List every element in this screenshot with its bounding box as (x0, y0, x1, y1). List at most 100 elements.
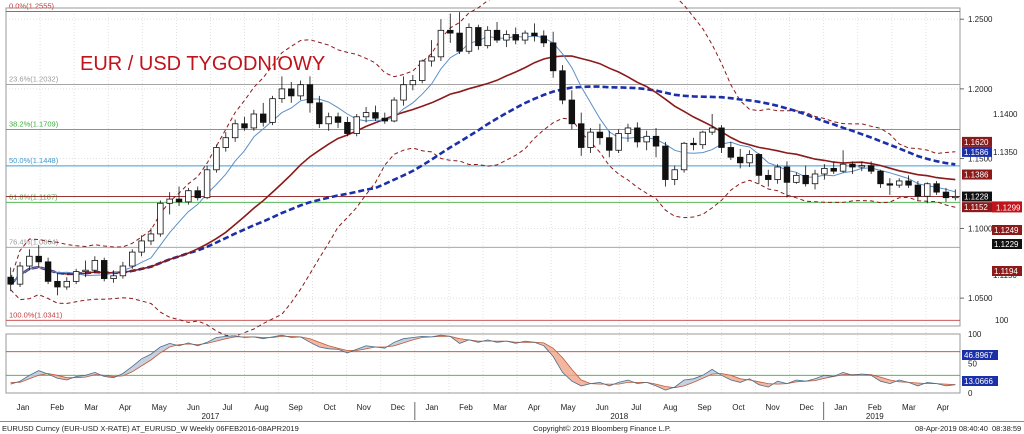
oscillator-fill (132, 358, 142, 372)
footer-copyright: Copyright© 2019 Bloomberg Finance L.P. (533, 424, 671, 433)
oscillator-fill (815, 375, 825, 381)
month-label: Jan (17, 403, 30, 412)
candle-body (877, 170, 884, 185)
oscillator-tag (962, 350, 998, 360)
last-price-tag (992, 201, 1022, 213)
month-label: Apr (119, 403, 132, 412)
candle-body (344, 121, 351, 134)
candle-body (559, 70, 566, 101)
oscillator-fill (581, 380, 591, 386)
candle-body (447, 29, 454, 34)
value-tag-label: 1.1229 (994, 240, 1019, 249)
candle-body (521, 32, 529, 41)
oscillator-tick-label: 50 (968, 360, 977, 369)
price-tick-label: 1.2500 (968, 15, 993, 24)
candle-body (82, 269, 89, 273)
candle-body (811, 173, 819, 185)
value-tag-label: 1.1152 (964, 203, 988, 212)
candle-body (503, 34, 510, 41)
month-label: Feb (868, 403, 882, 412)
candle-body (316, 102, 323, 125)
candle-body (942, 191, 950, 199)
month-label: Sep (697, 403, 712, 412)
candle-body (437, 29, 445, 58)
candle-body (634, 127, 641, 143)
candle-body (185, 190, 192, 203)
candle-body (699, 131, 706, 146)
oscillator-fill (403, 337, 413, 343)
candle-body (578, 123, 585, 148)
candle-body (933, 183, 940, 193)
month-label: Apr (937, 403, 950, 412)
oscillator-tick-label: 100 (968, 330, 982, 339)
candle-body (914, 184, 922, 197)
moving-averages (9, 35, 956, 286)
candle-body (35, 255, 42, 263)
value-tag-label: 1.1386 (964, 171, 989, 180)
candle-body (671, 169, 678, 180)
candle-body (606, 137, 613, 151)
candle-body (166, 198, 173, 204)
candle-body (26, 255, 33, 267)
oscillator-fill (758, 381, 769, 388)
candle-body (849, 163, 856, 168)
candle-body (493, 29, 501, 41)
price-tick-label: 1.1000 (968, 224, 993, 233)
oscillator-frame (5, 333, 961, 394)
value-tag (962, 146, 992, 157)
oscillator-fill (394, 338, 404, 346)
value-tag-label: 1.1249 (994, 226, 1019, 235)
candle-body (540, 35, 547, 44)
overlay-tick-label: 1.1400 (993, 110, 1018, 119)
candle-body (512, 34, 519, 41)
ma-medium-line (10, 55, 956, 285)
value-tag (962, 136, 992, 147)
candle-body (231, 123, 239, 139)
candle-body (886, 183, 894, 186)
month-label: Jan (425, 403, 438, 412)
price-tick-label: 1.1500 (968, 155, 993, 164)
oscillator-fill (309, 338, 320, 347)
candle-body (250, 113, 258, 129)
month-label: Jul (222, 403, 232, 412)
candle-body (269, 98, 276, 123)
oscillator-fill (880, 377, 890, 384)
oscillator-tag (962, 376, 998, 386)
candle-body (362, 112, 370, 118)
candle-body (306, 84, 314, 104)
oscillator-fill (543, 342, 554, 357)
candle-body (428, 56, 435, 62)
value-tag (992, 266, 1022, 276)
candle-body (802, 174, 809, 185)
candle-body (765, 174, 772, 180)
candle-body (418, 60, 426, 81)
month-label: Jul (631, 403, 641, 412)
month-label: Nov (357, 403, 371, 412)
candle-body (839, 163, 847, 172)
candle-body (16, 265, 24, 285)
time-axis: Jan Feb Mar Apr May Jun Jul Aug Sep Oct Nov Dec Jan F… (17, 402, 950, 421)
price-tick-label: 1.0500 (968, 294, 993, 303)
month-label: Aug (254, 403, 268, 412)
oscillator-k-line (10, 334, 956, 391)
candle-body (680, 142, 688, 171)
candle-body (587, 131, 594, 148)
candle-body (119, 265, 127, 277)
value-tag (962, 202, 992, 213)
value-tag-label: 1.1194 (994, 267, 1018, 276)
oscillator-fill (618, 380, 628, 385)
footer: EURUSD Curncy (EUR-USD X-RATE) AT_EURUSD… (0, 421, 1024, 433)
chart-title: EUR / USD TYGODNIOWY (80, 53, 325, 75)
oscillator-fill (656, 384, 666, 391)
oscillator-fill (29, 370, 39, 379)
oscillator-fill (571, 369, 582, 386)
candle-body (596, 131, 604, 139)
fib-level-label: 76.4%(1.0864) (9, 237, 59, 246)
candle-body (465, 27, 473, 52)
month-label: Jun (596, 403, 609, 412)
candle-body (783, 166, 791, 183)
candle-body (830, 167, 837, 172)
fib-level-label: 50.0%(1.1448) (9, 156, 59, 165)
